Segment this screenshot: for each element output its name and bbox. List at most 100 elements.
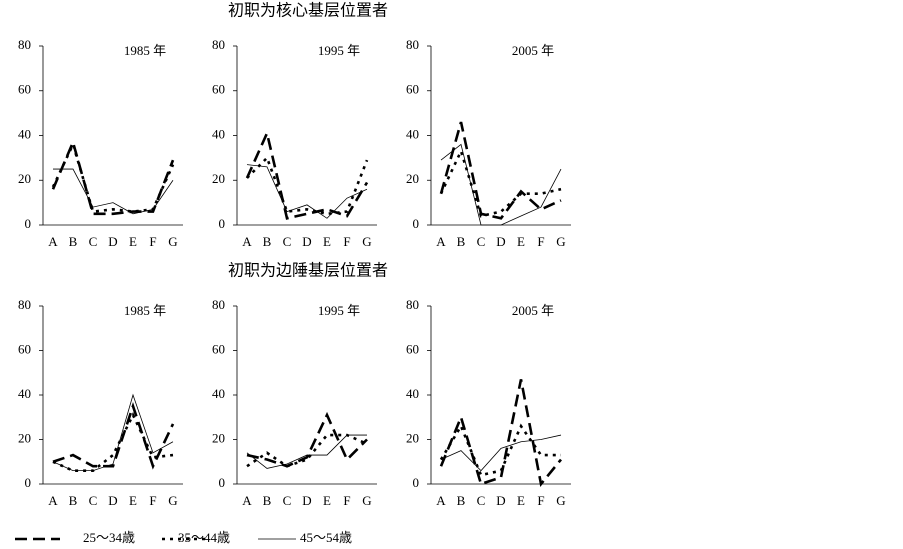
series-line xyxy=(51,140,175,213)
x-tick-label: B xyxy=(69,234,78,249)
series-line xyxy=(52,393,174,472)
x-tick-label: G xyxy=(556,234,565,249)
series-line xyxy=(52,402,175,470)
y-tick-label: 60 xyxy=(212,82,225,97)
x-tick-label: A xyxy=(48,234,58,249)
legend-label: 45～54歳 xyxy=(300,530,352,545)
x-tick-label: G xyxy=(556,493,565,508)
y-tick-label: 80 xyxy=(18,297,31,312)
x-tick-label: A xyxy=(436,493,446,508)
chart-title: 2005 年 xyxy=(512,303,554,318)
legend-label: 25～34歳 xyxy=(83,530,135,545)
y-tick-label: 80 xyxy=(406,37,419,52)
y-tick-label: 20 xyxy=(406,430,419,445)
y-tick-label: 80 xyxy=(406,297,419,312)
y-tick-label: 60 xyxy=(406,341,419,356)
y-tick-label: 20 xyxy=(18,171,31,186)
y-tick-label: 80 xyxy=(212,37,225,52)
y-tick-label: 60 xyxy=(406,82,419,97)
series-line xyxy=(52,412,174,472)
x-tick-label: C xyxy=(283,493,292,508)
series-line xyxy=(439,423,561,477)
x-tick-label: F xyxy=(537,493,544,508)
x-tick-label: E xyxy=(129,234,137,249)
x-tick-label: C xyxy=(477,493,486,508)
x-tick-label: C xyxy=(477,234,486,249)
chart-title: 1985 年 xyxy=(124,303,166,318)
x-tick-label: D xyxy=(108,234,117,249)
x-tick-label: G xyxy=(168,234,177,249)
y-tick-label: 0 xyxy=(413,475,420,490)
series-line xyxy=(246,164,368,219)
section-heading: 初职为核心基层位置者 xyxy=(228,2,388,20)
x-tick-label: A xyxy=(436,234,446,249)
y-tick-label: 60 xyxy=(18,82,31,97)
x-tick-label: E xyxy=(323,234,331,249)
x-tick-label: C xyxy=(283,234,292,249)
series-line xyxy=(246,411,368,468)
series-line xyxy=(440,143,562,226)
x-tick-label: B xyxy=(263,493,272,508)
x-tick-label: F xyxy=(149,234,156,249)
y-tick-label: 80 xyxy=(18,37,31,52)
y-tick-label: 40 xyxy=(406,386,419,401)
series-line xyxy=(246,433,368,468)
section-heading: 初职为边陲基层位置者 xyxy=(228,262,388,280)
x-tick-label: D xyxy=(496,493,505,508)
x-tick-label: E xyxy=(517,493,525,508)
series-line xyxy=(53,168,174,215)
series-line xyxy=(51,138,175,216)
x-tick-label: E xyxy=(517,234,525,249)
y-tick-label: 40 xyxy=(18,386,31,401)
chart-title: 1985 年 xyxy=(124,43,166,58)
x-tick-label: B xyxy=(457,493,466,508)
series-line xyxy=(439,121,562,220)
y-tick-label: 0 xyxy=(25,475,32,490)
series-line xyxy=(439,379,563,487)
x-tick-label: E xyxy=(323,493,331,508)
y-tick-label: 40 xyxy=(406,126,419,141)
x-tick-label: E xyxy=(129,493,137,508)
y-tick-label: 40 xyxy=(212,386,225,401)
chart-title: 1995 年 xyxy=(318,303,360,318)
x-tick-label: G xyxy=(362,493,371,508)
y-tick-label: 60 xyxy=(18,341,31,356)
x-tick-label: D xyxy=(496,234,505,249)
y-tick-label: 20 xyxy=(406,171,419,186)
y-tick-label: 0 xyxy=(219,475,226,490)
y-tick-label: 0 xyxy=(413,216,420,231)
x-tick-label: F xyxy=(343,493,350,508)
x-tick-label: C xyxy=(89,234,98,249)
series-line xyxy=(439,147,562,218)
x-tick-label: B xyxy=(69,493,78,508)
x-tick-label: A xyxy=(48,493,58,508)
y-tick-label: 0 xyxy=(25,216,32,231)
series-line xyxy=(245,129,369,220)
series-line xyxy=(246,434,367,469)
x-tick-label: F xyxy=(537,234,544,249)
y-tick-label: 40 xyxy=(212,126,225,141)
x-tick-label: C xyxy=(89,493,98,508)
x-tick-label: D xyxy=(302,493,311,508)
x-tick-label: D xyxy=(108,493,117,508)
series-line xyxy=(440,434,562,472)
legend-label: 35～44歳 xyxy=(178,530,230,545)
x-tick-label: G xyxy=(168,493,177,508)
y-tick-label: 40 xyxy=(18,126,31,141)
chart-title: 2005 年 xyxy=(512,43,554,58)
y-tick-label: 20 xyxy=(212,171,225,186)
x-tick-label: B xyxy=(457,234,466,249)
x-tick-label: F xyxy=(343,234,350,249)
x-tick-label: F xyxy=(149,493,156,508)
y-tick-label: 20 xyxy=(212,430,225,445)
x-tick-label: D xyxy=(302,234,311,249)
series-line xyxy=(246,155,369,216)
y-tick-label: 80 xyxy=(212,297,225,312)
x-tick-label: A xyxy=(242,234,252,249)
chart-title: 1995 年 xyxy=(318,43,360,58)
x-tick-label: B xyxy=(263,234,272,249)
y-tick-label: 0 xyxy=(219,216,226,231)
x-tick-label: A xyxy=(242,493,252,508)
y-tick-label: 60 xyxy=(212,341,225,356)
